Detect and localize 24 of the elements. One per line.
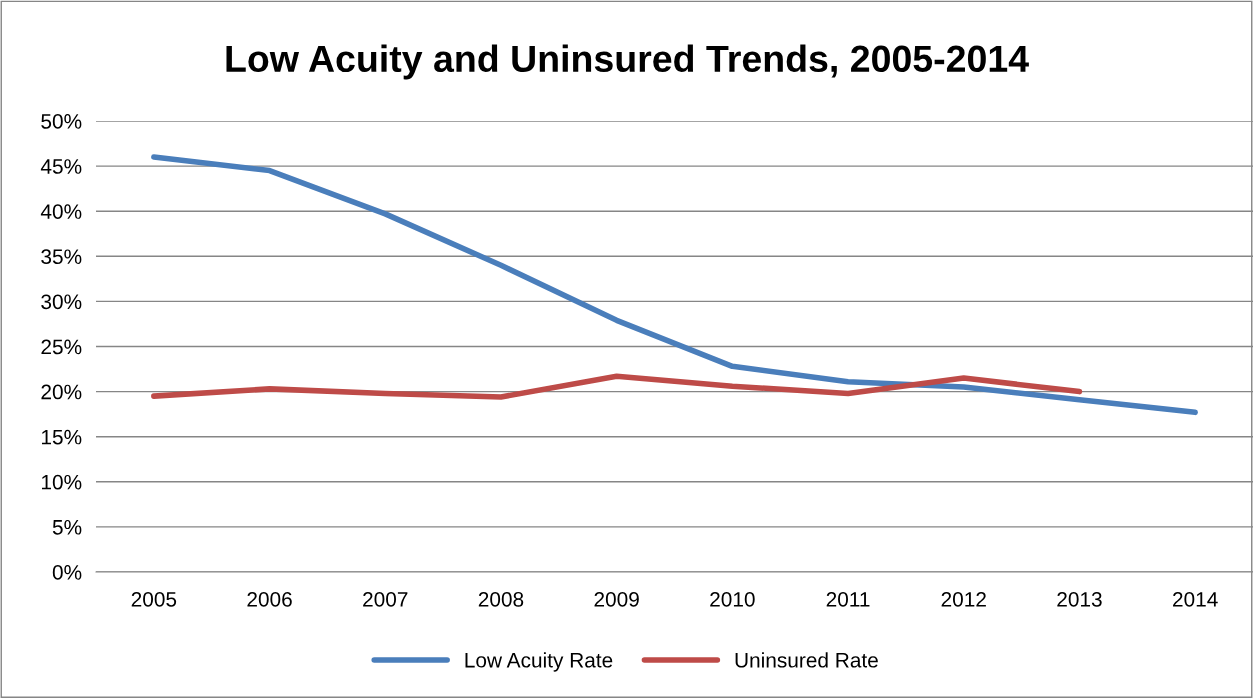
y-tick-label: 35%: [41, 249, 82, 265]
y-tick-label: 50%: [41, 114, 82, 129]
x-tick-label: 2006: [247, 591, 292, 607]
y-tick-label: 25%: [41, 339, 82, 355]
x-tick-label: 2007: [363, 591, 408, 607]
legend-label: Low Acuity Rate: [465, 652, 613, 672]
y-tick-label: 20%: [41, 384, 82, 400]
x-tick-label: 2011: [826, 591, 870, 607]
chart-title: Low Acuity and Uninsured Trends, 2005-2014: [226, 44, 1029, 80]
x-tick-label: 2014: [1173, 591, 1218, 607]
y-tick-label: 15%: [42, 429, 82, 445]
y-tick-label: 45%: [40, 159, 82, 174]
x-tick-label: 2010: [710, 591, 755, 607]
y-tick-label: 30%: [41, 294, 82, 310]
y-tick-label: 5%: [52, 519, 82, 535]
y-tick-label: 40%: [40, 204, 82, 219]
x-tick-label: 2005: [131, 591, 177, 607]
x-tick-label: 2009: [594, 591, 639, 607]
x-tick-label: 2008: [478, 591, 524, 607]
x-tick-label: 2013: [1057, 591, 1102, 607]
y-tick-label: 10%: [42, 474, 82, 490]
legend-label: Uninsured Rate: [735, 652, 878, 668]
y-tick-label: 0%: [52, 565, 82, 580]
x-tick-label: 2012: [941, 591, 986, 607]
